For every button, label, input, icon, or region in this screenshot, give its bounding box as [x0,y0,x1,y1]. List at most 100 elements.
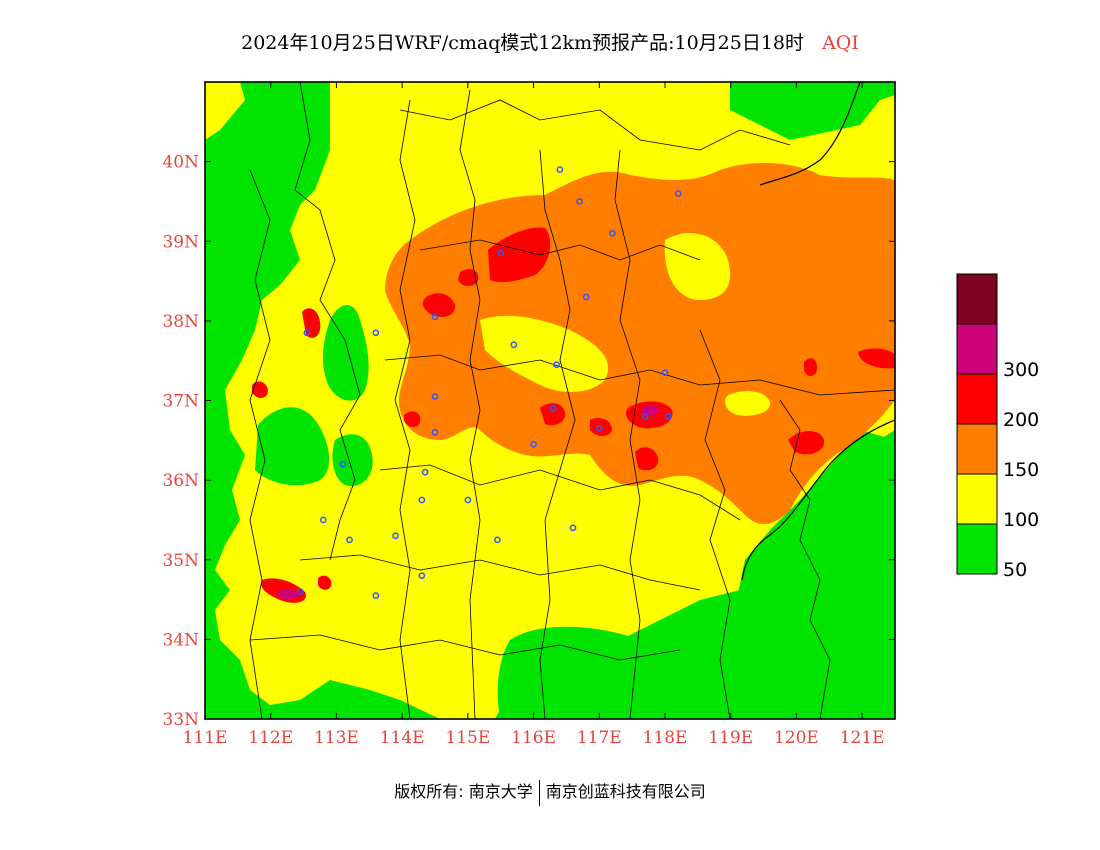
legend-swatch [956,273,998,325]
boundary-line [249,634,681,661]
city-marker [418,496,426,504]
city-marker [556,166,564,173]
city-marker [497,249,505,257]
city-marker [464,496,472,504]
city-marker [296,588,304,595]
boundary-line [459,89,481,719]
aqi-hotspot-8 [788,431,825,455]
city-marker [553,361,560,369]
city-marker [569,524,577,532]
lat-tick-label: 37N [162,392,199,412]
aqi-pocket-good-1 [322,305,369,401]
aqi-hotspot-9 [858,348,895,369]
legend-label: 50 [1003,559,1027,581]
lat-tick-label: 34N [162,630,199,650]
map-title: 2024年10月25日WRF/cmaq模式12km预报产品:10月25日18时 … [0,28,1100,55]
city-marker [582,293,590,301]
city-marker [372,592,380,599]
lat-tick-label: 33N [162,710,199,730]
footer-separator [538,779,540,806]
aqi-hotspot-5 [635,447,659,471]
aqi-inclusion-moderate-3 [725,390,771,416]
city-marker [674,190,682,197]
city-marker [661,369,669,376]
aqi-core-1 [641,405,659,415]
aqi-hotspot-6 [540,403,566,426]
lon-tick-label: 118E [643,728,688,748]
city-marker [421,468,429,476]
legend-label: 100 [1003,509,1039,531]
aqi-pocket-good-3 [332,434,373,486]
city-marker [494,536,501,544]
lon-tick-label: 115E [445,728,490,748]
lon-tick-label: 111E [183,728,228,748]
city-marker [431,313,439,321]
city-marker [549,405,557,412]
city-marker [510,341,518,349]
city-marker [664,413,672,420]
copyright-footer: 版权所有: 南京大学 南京创蓝科技有限公司 [0,778,1100,806]
aqi-inclusion-moderate-2 [480,315,609,392]
aqi-field [205,82,895,719]
city-marker [609,229,616,237]
footer-right: 南京创蓝科技有限公司 [545,782,706,801]
lon-tick-label: 121E [840,728,885,748]
city-marker [595,425,603,432]
aqi-hotspot-13 [252,381,268,398]
lon-tick-label: 116E [511,728,556,748]
aqi-inclusion-moderate-1 [664,232,731,300]
legend-swatch [956,373,998,425]
legend-swatch [956,523,998,575]
boundary-line [299,554,701,591]
boundary-line [384,354,895,396]
boundary-line [699,329,731,719]
boundary-line [614,149,641,719]
aqi-hotspot-15 [318,575,332,590]
city-marker [530,440,537,448]
city-marker [576,198,583,205]
boundary-line [399,99,791,151]
boundary-line [249,169,271,719]
lat-tick-label: 35N [162,551,199,571]
legend: 300 200 150 100 50 [956,273,1039,581]
aqi-band-moderate-west [205,82,245,140]
boundary-line [294,82,361,561]
city-marker [641,413,649,420]
title-variable: AQI [822,32,859,54]
aqi-hotspot-11 [404,411,421,428]
boundary-line [419,239,701,261]
admin-boundaries [249,82,895,719]
coastline [741,419,895,581]
aqi-pocket-good-4 [497,626,693,719]
legend-swatch [956,323,998,375]
lat-tick-label: 40N [162,153,199,173]
lon-tick-label: 113E [314,728,359,748]
aqi-pocket-good-5 [696,430,895,719]
aqi-hotspot-2 [422,293,456,317]
legend-swatch [956,473,998,525]
lat-tick-label: 38N [162,312,199,332]
city-marker [431,393,439,400]
city-marker [303,329,311,337]
coastline-north [759,82,861,186]
lat-tick-label: 36N [162,471,199,491]
boundary-line [394,99,416,719]
aqi-pocket-good-6 [730,82,880,130]
legend-label: 150 [1003,459,1039,481]
city-marker [339,460,347,468]
boundary-line [379,464,741,521]
aqi-pocket-good-7 [205,130,275,310]
axis-layer: 111E 112E 113E 114E 115E 116E 117E 118E 119E 120E… [162,82,895,748]
aqi-core-2 [277,589,299,599]
city-marker-layer [296,166,682,599]
city-marker [346,536,353,544]
aqi-hotspot-10 [804,358,818,376]
city-marker [392,532,399,540]
boundary-line [539,149,576,719]
lon-tick-label: 119E [708,728,753,748]
legend-label: 300 [1003,359,1039,381]
lon-tick-label: 117E [577,728,622,748]
city-marker [418,572,426,580]
legend-label: 200 [1003,409,1039,431]
